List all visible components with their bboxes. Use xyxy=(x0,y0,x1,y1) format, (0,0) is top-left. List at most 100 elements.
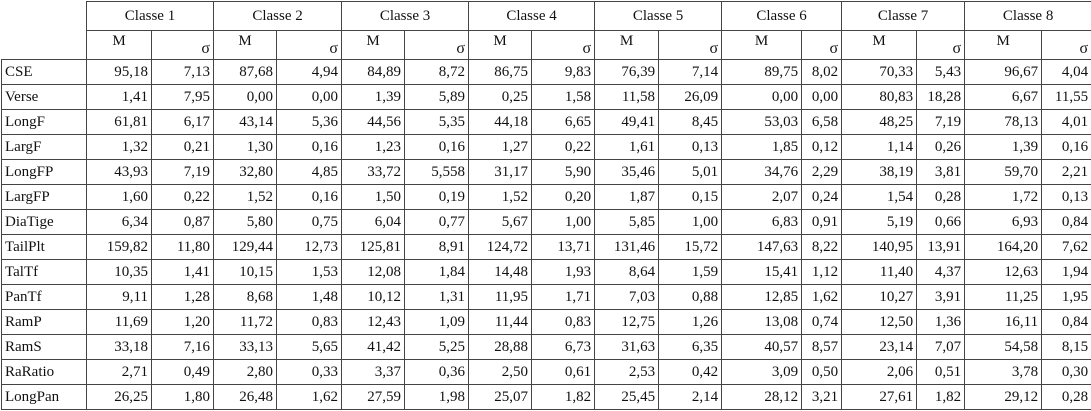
value-cell: 48,25 xyxy=(842,110,917,135)
row-label: LargF xyxy=(2,135,87,160)
class-header: Classe 8 xyxy=(965,2,1091,31)
value-cell: 0,15 xyxy=(659,185,722,210)
value-cell: 35,46 xyxy=(595,160,659,185)
value-cell: 8,45 xyxy=(659,110,722,135)
value-cell: 3,91 xyxy=(917,285,965,310)
value-cell: 16,11 xyxy=(965,310,1042,335)
value-cell: 0,22 xyxy=(532,135,595,160)
class-header: Classe 5 xyxy=(595,2,722,31)
stat-header: M xyxy=(722,31,802,60)
value-cell: 0,19 xyxy=(405,185,469,210)
class-header: Classe 1 xyxy=(87,2,214,31)
value-cell: 0,77 xyxy=(405,210,469,235)
value-cell: 11,58 xyxy=(595,85,659,110)
value-cell: 1,58 xyxy=(532,85,595,110)
value-cell: 6,73 xyxy=(532,335,595,360)
value-cell: 59,70 xyxy=(965,160,1042,185)
value-cell: 5,36 xyxy=(277,110,342,135)
value-cell: 7,03 xyxy=(595,285,659,310)
value-cell: 8,64 xyxy=(595,260,659,285)
value-cell: 0,66 xyxy=(917,210,965,235)
value-cell: 13,08 xyxy=(722,310,802,335)
value-cell: 2,29 xyxy=(802,160,842,185)
value-cell: 5,558 xyxy=(405,160,469,185)
value-cell: 12,73 xyxy=(277,235,342,260)
value-cell: 0,83 xyxy=(277,310,342,335)
value-cell: 15,72 xyxy=(659,235,722,260)
stat-header: σ xyxy=(659,31,722,60)
stat-header: σ xyxy=(532,31,595,60)
value-cell: 6,35 xyxy=(659,335,722,360)
value-cell: 124,72 xyxy=(469,235,532,260)
value-cell: 1,31 xyxy=(405,285,469,310)
value-cell: 31,17 xyxy=(469,160,532,185)
row-label: CSE xyxy=(2,60,87,85)
value-cell: 5,35 xyxy=(405,110,469,135)
row-label: Verse xyxy=(2,85,87,110)
value-cell: 2,06 xyxy=(842,360,917,385)
value-cell: 7,16 xyxy=(152,335,214,360)
row-label: TailPlt xyxy=(2,235,87,260)
value-cell: 12,85 xyxy=(722,285,802,310)
value-cell: 0,16 xyxy=(405,135,469,160)
value-cell: 33,13 xyxy=(214,335,277,360)
value-cell: 0,30 xyxy=(1042,360,1091,385)
value-cell: 12,08 xyxy=(342,260,405,285)
value-cell: 1,85 xyxy=(722,135,802,160)
stat-header: σ xyxy=(917,31,965,60)
value-cell: 0,16 xyxy=(1042,135,1091,160)
value-cell: 8,91 xyxy=(405,235,469,260)
class-header: Classe 4 xyxy=(469,2,595,31)
stat-header: M xyxy=(342,31,405,60)
value-cell: 1,09 xyxy=(405,310,469,335)
value-cell: 25,07 xyxy=(469,385,532,410)
stat-header: M xyxy=(595,31,659,60)
value-cell: 1,26 xyxy=(659,310,722,335)
value-cell: 1,52 xyxy=(214,185,277,210)
value-cell: 12,43 xyxy=(342,310,405,335)
value-cell: 8,57 xyxy=(802,335,842,360)
value-cell: 5,67 xyxy=(469,210,532,235)
value-cell: 7,07 xyxy=(917,335,965,360)
value-cell: 0,16 xyxy=(277,185,342,210)
value-cell: 2,80 xyxy=(214,360,277,385)
value-cell: 1,80 xyxy=(152,385,214,410)
value-cell: 3,78 xyxy=(965,360,1042,385)
value-cell: 5,01 xyxy=(659,160,722,185)
stat-header: σ xyxy=(802,31,842,60)
stat-header: σ xyxy=(277,31,342,60)
value-cell: 0,49 xyxy=(152,360,214,385)
value-cell: 1,41 xyxy=(152,260,214,285)
value-cell: 61,81 xyxy=(87,110,152,135)
value-cell: 3,81 xyxy=(917,160,965,185)
value-cell: 8,15 xyxy=(1042,335,1091,360)
value-cell: 86,75 xyxy=(469,60,532,85)
value-cell: 1,98 xyxy=(405,385,469,410)
value-cell: 84,89 xyxy=(342,60,405,85)
value-cell: 43,93 xyxy=(87,160,152,185)
value-cell: 1,32 xyxy=(87,135,152,160)
value-cell: 2,71 xyxy=(87,360,152,385)
value-cell: 129,44 xyxy=(214,235,277,260)
value-cell: 27,59 xyxy=(342,385,405,410)
value-cell: 95,18 xyxy=(87,60,152,85)
value-cell: 11,72 xyxy=(214,310,277,335)
stat-header: M xyxy=(842,31,917,60)
value-cell: 1,54 xyxy=(842,185,917,210)
value-cell: 4,37 xyxy=(917,260,965,285)
value-cell: 10,35 xyxy=(87,260,152,285)
value-cell: 0,24 xyxy=(802,185,842,210)
value-cell: 27,61 xyxy=(842,385,917,410)
value-cell: 0,84 xyxy=(1042,310,1091,335)
value-cell: 11,80 xyxy=(152,235,214,260)
value-cell: 11,55 xyxy=(1042,85,1091,110)
value-cell: 8,72 xyxy=(405,60,469,85)
class-header: Classe 2 xyxy=(214,2,342,31)
